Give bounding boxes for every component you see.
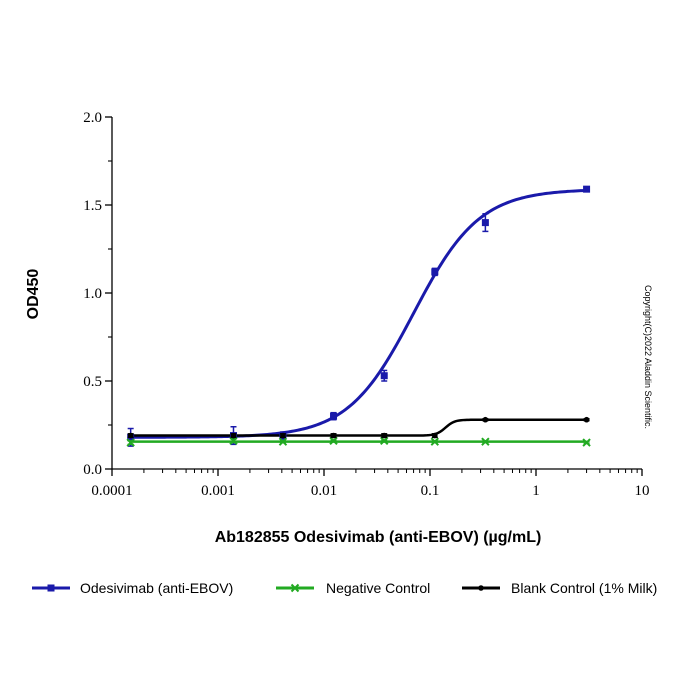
data-point-series-2 — [481, 437, 490, 446]
x-tick-label: 0.1 — [421, 483, 440, 499]
data-point-series-3 — [127, 432, 134, 439]
data-point-series-2 — [582, 438, 591, 447]
y-axis-title: OD450 — [25, 269, 42, 320]
data-point-series-1 — [583, 185, 591, 193]
data-point-series-2 — [380, 436, 389, 446]
legend-swatch-marker — [478, 585, 484, 591]
data-markers — [126, 185, 591, 447]
legend-label: Negative Control — [326, 580, 430, 596]
data-point-series-1 — [380, 372, 388, 380]
x-tick-label: 1 — [532, 483, 540, 499]
x-tick-label: 0.001 — [201, 483, 235, 499]
y-tick-label: 1.5 — [83, 198, 102, 214]
marker-stroke — [126, 438, 135, 447]
data-point-series-3 — [381, 432, 388, 439]
data-point-series-3 — [482, 416, 489, 423]
marker-stroke — [582, 438, 591, 447]
data-point-series-2 — [229, 436, 238, 446]
data-point-series-3 — [230, 432, 237, 439]
curve-series-1 — [130, 188, 587, 439]
legend-label: Blank Control (1% Milk) — [511, 580, 657, 596]
axes: 0.0 0.5 1.0 1.5 2.0 0.0001 0.001 0.01 0.1 1 10 — [83, 110, 649, 499]
marker-stroke — [329, 436, 338, 446]
legend-swatch-marker — [47, 584, 55, 592]
x-axis-title: Ab182855 Odesivimab (anti-EBOV) (µg/mL) — [215, 529, 542, 546]
data-point-series-3 — [330, 432, 337, 439]
y-tick-label: 0.5 — [83, 374, 102, 390]
data-point-series-2 — [278, 437, 288, 446]
data-point-series-2 — [430, 437, 440, 446]
x-tick-label: 0.0001 — [91, 483, 132, 499]
data-point-series-1 — [481, 219, 489, 227]
data-point-series-1 — [431, 268, 439, 276]
marker-stroke — [430, 437, 440, 446]
x-tick-label: 0.01 — [311, 483, 337, 499]
curve-series-3 — [130, 418, 587, 437]
marker-stroke — [290, 583, 300, 593]
legend-label: Odesivimab (anti-EBOV) — [80, 580, 233, 596]
x-tick-label: 10 — [635, 483, 650, 499]
data-point-series-2 — [329, 436, 338, 446]
marker-stroke — [229, 436, 238, 446]
marker-stroke — [481, 437, 490, 446]
y-tick-label: 1.0 — [83, 286, 102, 302]
data-point-series-3 — [432, 432, 438, 439]
data-point-series-3 — [280, 432, 286, 439]
data-point-series-1 — [330, 412, 338, 420]
y-tick-label: 2.0 — [83, 110, 102, 126]
y-tick-label: 0.0 — [83, 462, 102, 478]
marker-stroke — [380, 436, 389, 446]
fitted-curves — [130, 188, 587, 443]
legend-swatch-marker — [290, 583, 300, 593]
data-point-series-2 — [126, 438, 135, 447]
legend: Odesivimab (anti-EBOV) Negative Control Bl… — [32, 580, 657, 596]
data-point-series-3 — [583, 416, 590, 423]
marker-stroke — [278, 437, 288, 446]
copyright-text: Copyright(C)2022 Aladdin Scientific. — [643, 285, 653, 429]
